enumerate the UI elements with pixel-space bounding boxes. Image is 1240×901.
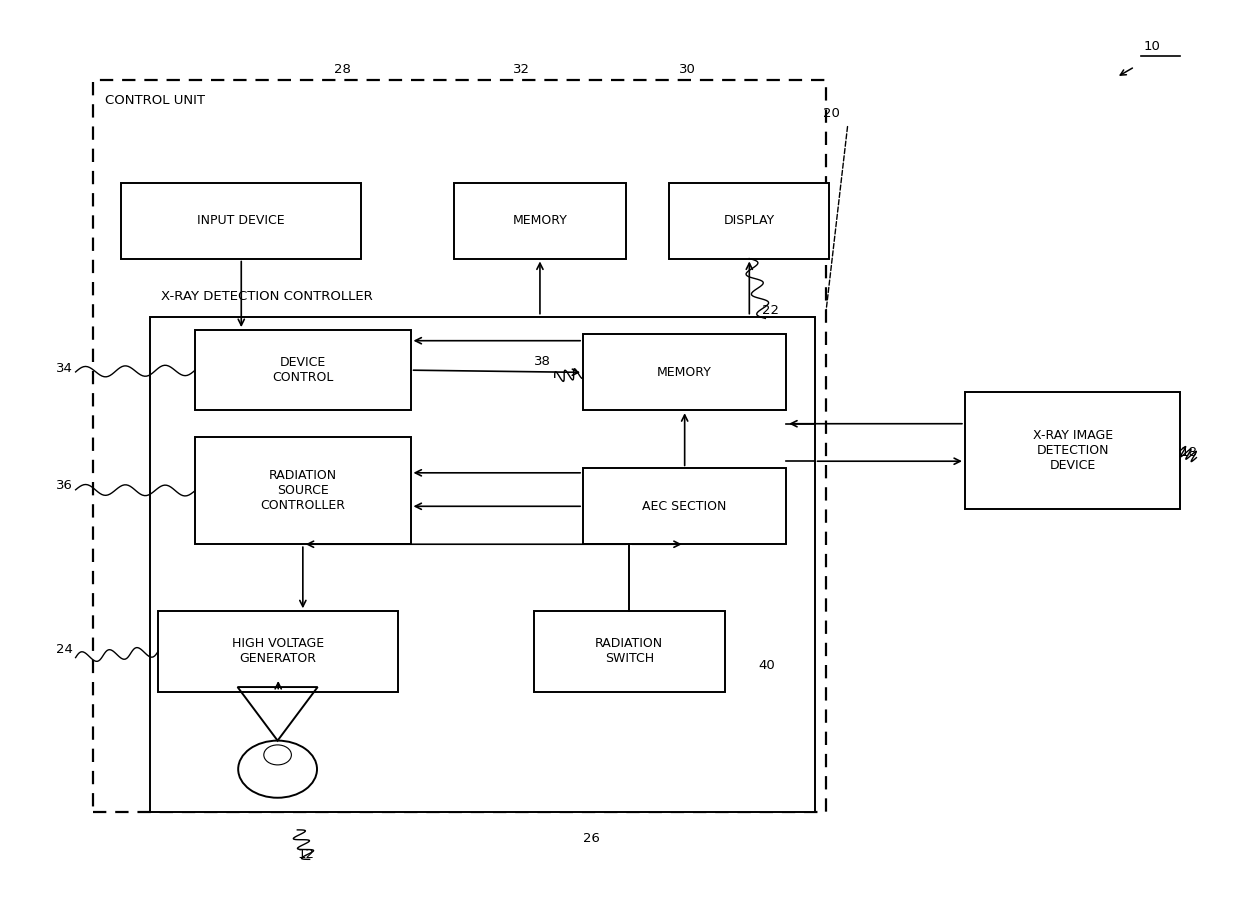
- Text: 32: 32: [513, 62, 529, 76]
- Bar: [93, 80, 826, 812]
- Text: 28: 28: [335, 62, 351, 76]
- Text: 36: 36: [56, 479, 73, 493]
- Bar: [965, 393, 1180, 508]
- Text: 12: 12: [298, 848, 314, 861]
- Text: RADIATION
SWITCH: RADIATION SWITCH: [595, 637, 663, 665]
- Bar: [454, 183, 626, 259]
- Text: 22: 22: [761, 304, 779, 316]
- Text: 30: 30: [680, 62, 696, 76]
- Text: X-RAY DETECTION CONTROLLER: X-RAY DETECTION CONTROLLER: [161, 290, 372, 304]
- Bar: [195, 330, 410, 410]
- Text: 10: 10: [1143, 41, 1161, 53]
- Text: INPUT DEVICE: INPUT DEVICE: [197, 214, 285, 227]
- Bar: [195, 437, 410, 544]
- Bar: [670, 183, 830, 259]
- Text: DISPLAY: DISPLAY: [724, 214, 775, 227]
- Text: 18: 18: [1180, 446, 1198, 460]
- Bar: [533, 611, 724, 692]
- Text: MEMORY: MEMORY: [657, 366, 712, 379]
- Text: AEC SECTION: AEC SECTION: [642, 500, 727, 513]
- Bar: [122, 183, 361, 259]
- Text: MEMORY: MEMORY: [512, 214, 568, 227]
- Bar: [159, 611, 398, 692]
- Text: 24: 24: [56, 642, 73, 656]
- Text: 26: 26: [583, 832, 600, 845]
- Bar: [583, 469, 786, 544]
- Text: 34: 34: [56, 361, 73, 375]
- Bar: [583, 334, 786, 410]
- Text: HIGH VOLTAGE
GENERATOR: HIGH VOLTAGE GENERATOR: [232, 637, 325, 665]
- Text: X-RAY IMAGE
DETECTION
DEVICE: X-RAY IMAGE DETECTION DEVICE: [1033, 429, 1112, 472]
- Text: 40: 40: [758, 659, 775, 672]
- Text: DEVICE
CONTROL: DEVICE CONTROL: [272, 356, 334, 384]
- Text: RADIATION
SOURCE
CONTROLLER: RADIATION SOURCE CONTROLLER: [260, 469, 346, 512]
- Text: CONTROL UNIT: CONTROL UNIT: [105, 94, 205, 107]
- Text: 38: 38: [533, 355, 551, 369]
- Bar: [150, 316, 815, 812]
- Text: 20: 20: [823, 107, 839, 120]
